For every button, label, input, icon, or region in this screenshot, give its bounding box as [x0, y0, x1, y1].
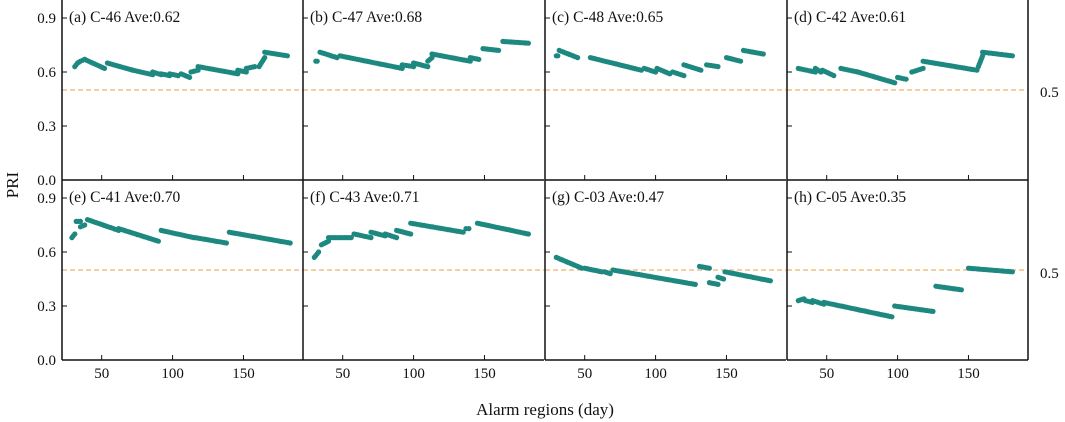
data-point: [831, 73, 837, 79]
data-point: [496, 47, 502, 54]
data-point: [715, 64, 721, 70]
data-series: [553, 47, 766, 79]
data-point: [476, 56, 482, 63]
panel-title: (a) C-46 Ave:0.62: [69, 9, 180, 26]
chart-panel: 50 100 150 (h) C-05 Ave:0.35: [786, 180, 1028, 382]
panel-title: (h) C-05 Ave:0.35: [794, 189, 906, 206]
y-tick-label: 0.0: [37, 353, 56, 369]
data-point: [575, 55, 581, 61]
data-point: [82, 222, 88, 228]
y-tick-label: 0.3: [37, 119, 56, 135]
data-point: [223, 240, 229, 246]
x-tick-label: 100: [886, 366, 909, 382]
panel-title: (c) C-48 Ave:0.65: [552, 9, 663, 26]
y-tick-label: 0.9: [37, 11, 56, 27]
data-series: [553, 254, 774, 287]
data-point: [187, 74, 193, 80]
x-tick-label: 50: [819, 366, 834, 382]
data-point: [460, 229, 466, 235]
data-point: [525, 40, 532, 46]
data-series: [69, 217, 293, 246]
chart-panel: 50 100 150 (f) C-43 Ave:0.71: [302, 180, 544, 382]
y-axis-title: PRI: [3, 171, 22, 198]
data-point: [738, 58, 744, 64]
data-point: [767, 278, 774, 284]
data-point: [555, 53, 561, 59]
x-tick-label: 50: [335, 366, 350, 382]
data-point: [101, 65, 108, 71]
data-point: [314, 58, 320, 64]
data-point: [692, 281, 698, 287]
x-tick-label: 50: [577, 366, 592, 382]
data-point: [316, 249, 322, 255]
data-point: [721, 276, 727, 282]
reference-label-top: 0.5: [1040, 85, 1059, 101]
data-point: [1009, 53, 1016, 59]
x-tick-label: 150: [473, 366, 496, 382]
x-axis-title: Alarm regions (day): [476, 400, 614, 419]
x-tick-label: 150: [715, 366, 738, 382]
data-series: [795, 49, 1016, 86]
data-point: [466, 226, 472, 232]
data-point: [155, 238, 161, 244]
panel-title: (b) C-47 Ave:0.68: [310, 9, 422, 26]
data-point: [607, 271, 613, 277]
data-point: [408, 231, 414, 237]
data-series: [72, 49, 290, 80]
data-point: [368, 235, 374, 241]
data-series: [795, 265, 1016, 320]
panel-title: (e) C-41 Ave:0.70: [69, 189, 180, 206]
data-point: [262, 55, 268, 61]
data-point: [525, 231, 532, 237]
plot-grid: 0.0 0.3 0.6 0.9 (a) C-46 Ave:0.62 (b) C-47 Av…: [37, 0, 1029, 382]
data-point: [284, 53, 290, 59]
y-tick-label: 0.3: [37, 299, 56, 315]
chart-panel: (b) C-47 Ave:0.68: [302, 0, 544, 181]
chart-panel: (d) C-42 Ave:0.61: [786, 0, 1028, 181]
data-point: [958, 287, 965, 293]
data-point: [930, 308, 936, 314]
data-point: [706, 265, 713, 271]
x-tick-label: 100: [402, 366, 425, 382]
y-tick-label: 0.6: [37, 245, 56, 261]
reference-label-bottom: 0.5: [1040, 266, 1059, 282]
x-tick-label: 100: [161, 366, 184, 382]
x-tick-label: 100: [644, 366, 667, 382]
y-tick-label: 0.0: [37, 173, 56, 189]
panel-title: (f) C-43 Ave:0.71: [310, 189, 419, 206]
data-point: [72, 231, 78, 237]
data-series: [313, 38, 532, 71]
data-point: [715, 281, 721, 287]
data-point: [348, 235, 354, 241]
y-tick-label: 0.9: [37, 191, 56, 207]
data-point: [681, 73, 687, 79]
data-point: [287, 240, 293, 246]
data-point: [698, 67, 704, 73]
data-point: [889, 314, 895, 320]
data-series: [311, 220, 532, 260]
panel-title: (d) C-42 Ave:0.61: [794, 9, 906, 26]
data-point: [1009, 269, 1016, 275]
figure-labels: PRI Alarm regions (day) 0.5 0.5: [3, 85, 1059, 419]
panel-title: (g) C-03 Ave:0.47: [552, 189, 664, 206]
chart-panel: 50 100 150 (g) C-03 Ave:0.47: [544, 180, 786, 382]
data-point: [903, 76, 909, 82]
chart-panel: (c) C-48 Ave:0.65: [544, 0, 786, 181]
data-point: [920, 65, 926, 71]
data-point: [760, 51, 766, 57]
x-tick-label: 150: [957, 366, 980, 382]
x-tick-label: 150: [232, 366, 255, 382]
data-point: [425, 64, 431, 70]
data-point: [892, 80, 898, 86]
chart-panel: 50 100 150 0.0 0.3 0.6 0.9 (e) C-41 Ave:0.70: [37, 180, 303, 382]
data-point: [243, 69, 249, 75]
y-tick-label: 0.6: [37, 65, 56, 81]
x-tick-label: 50: [94, 366, 109, 382]
data-point: [77, 218, 83, 224]
data-point: [394, 235, 400, 241]
data-point: [252, 64, 258, 70]
chart-panel: 0.0 0.3 0.6 0.9 (a) C-46 Ave:0.62: [37, 0, 303, 189]
